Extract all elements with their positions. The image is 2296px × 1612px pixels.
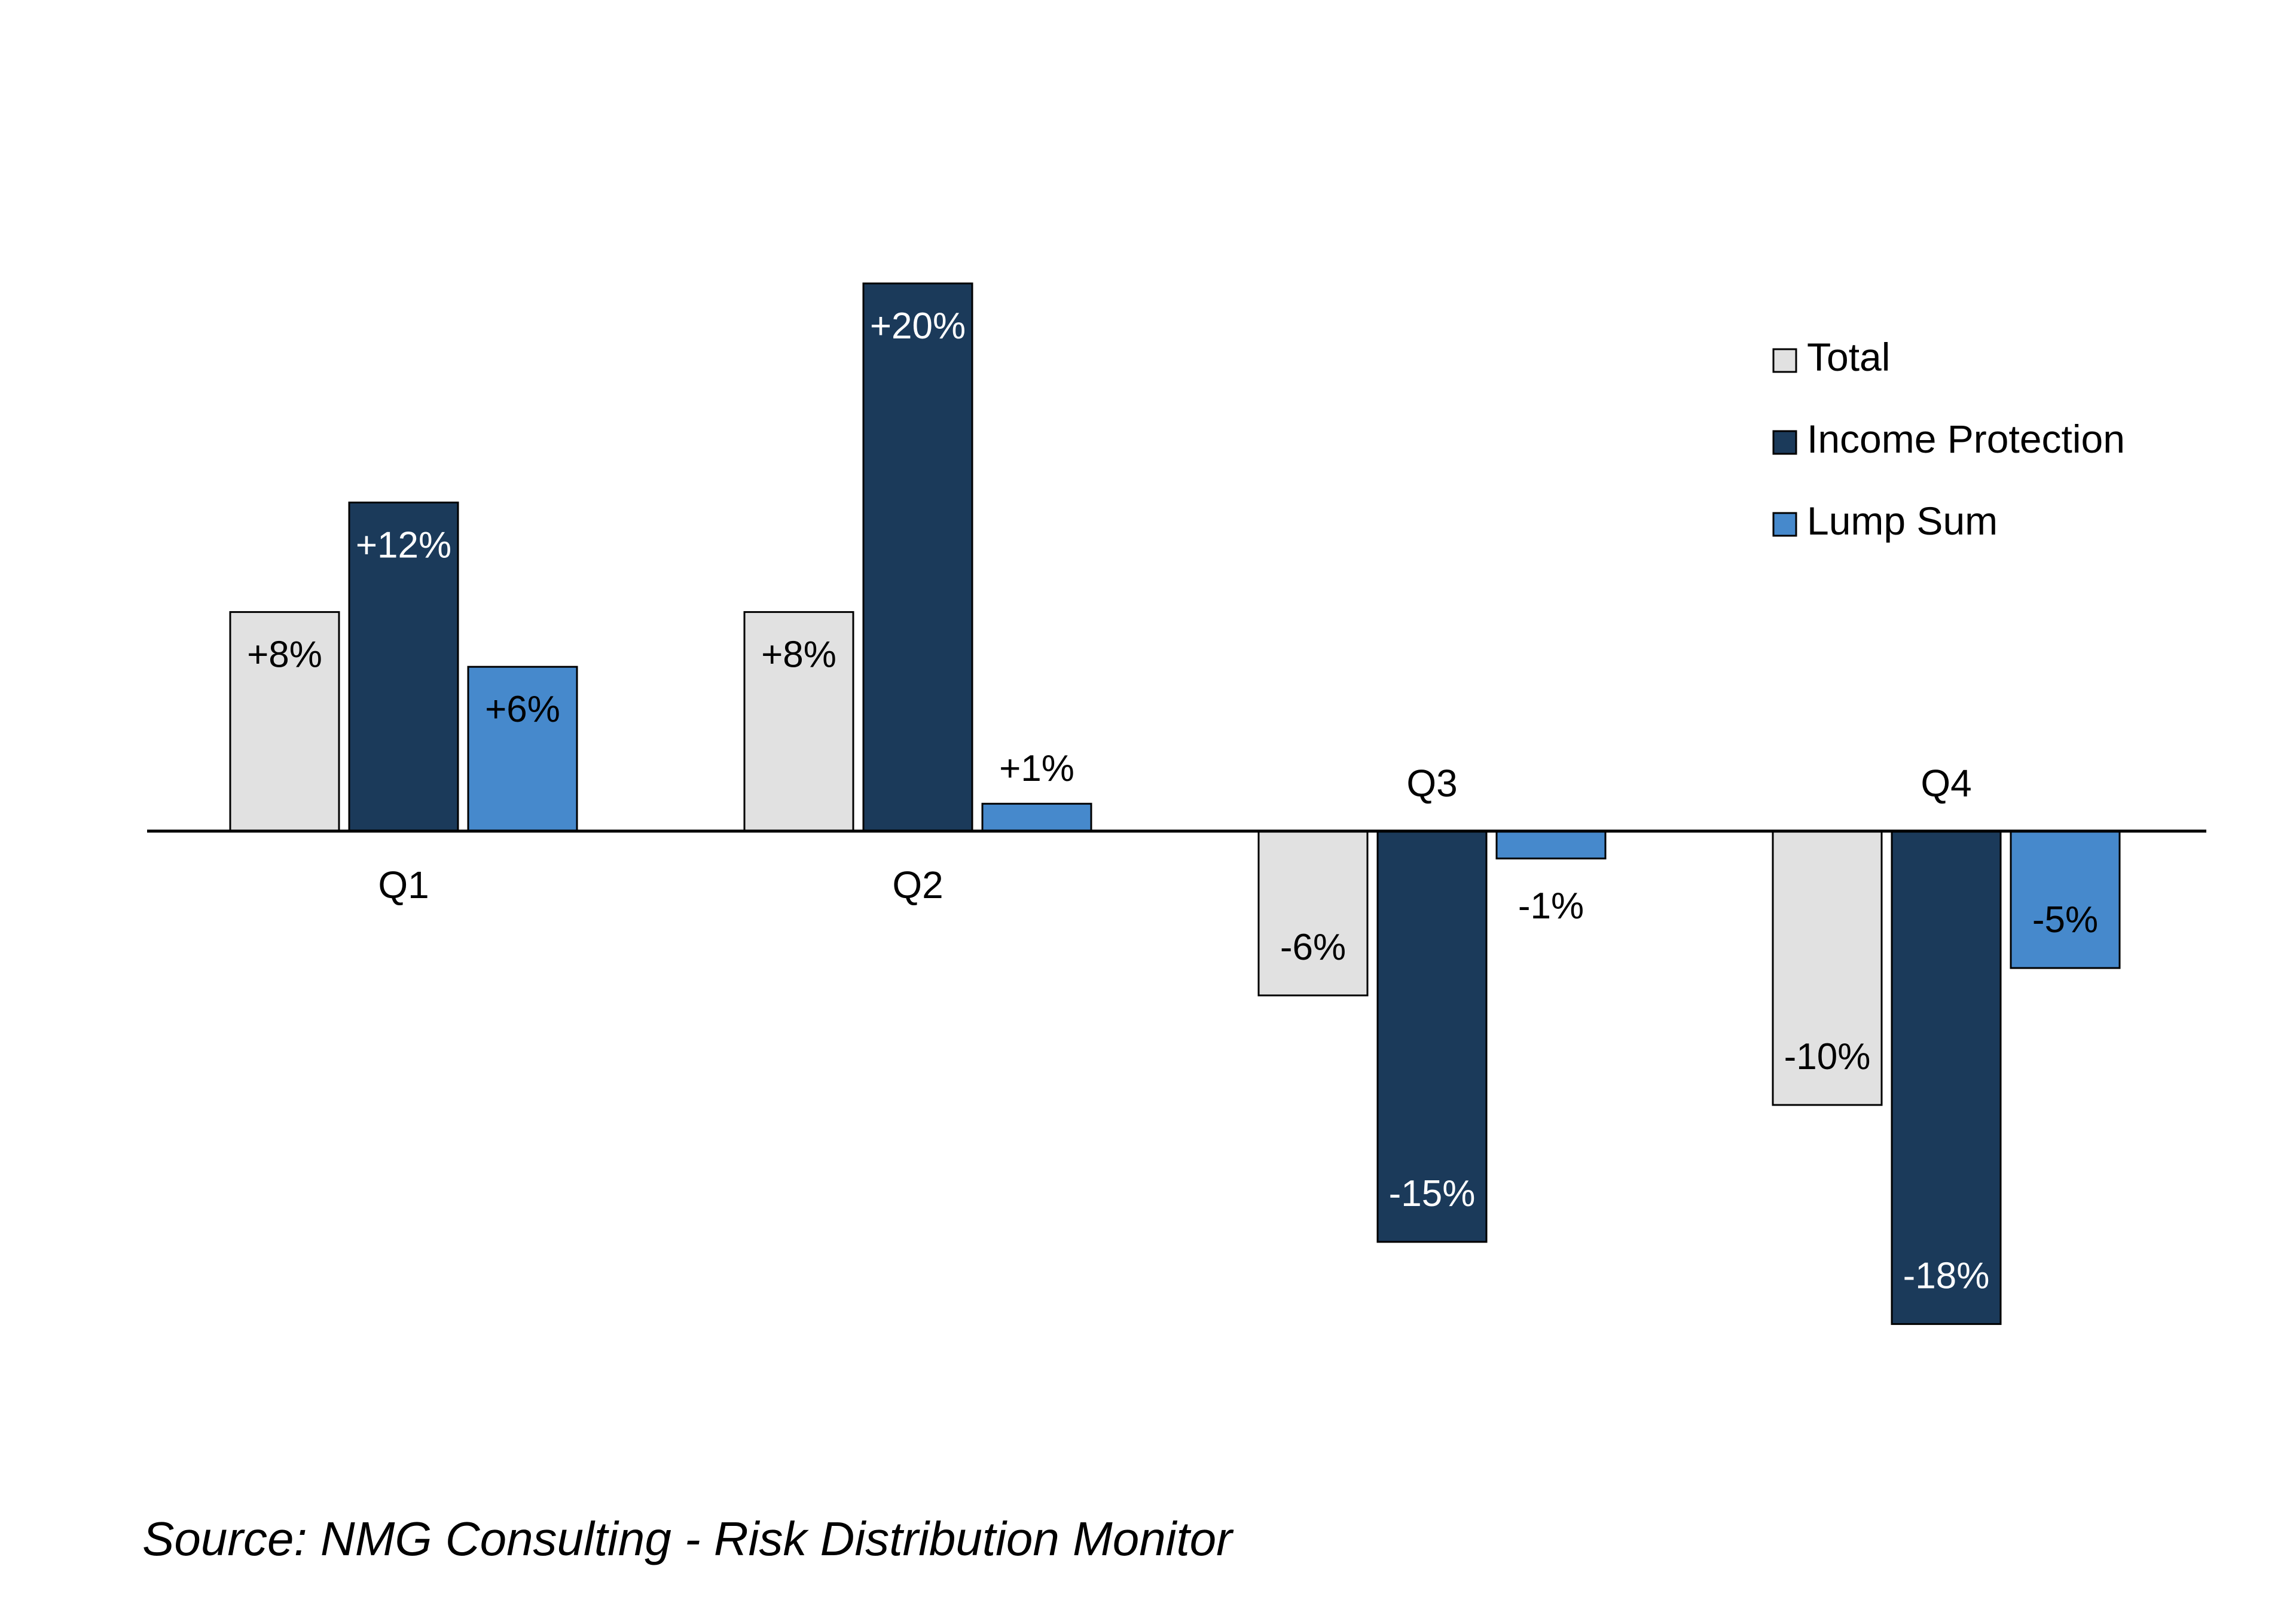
legend-swatch	[1772, 430, 1797, 455]
bar-q1-income-protection	[348, 501, 459, 832]
category-label-q4: Q4	[1921, 762, 1971, 805]
bar-q2-income-protection	[862, 282, 973, 832]
bar-q3-income-protection	[1376, 830, 1488, 1243]
data-label: -15%	[1389, 1173, 1476, 1214]
bar-q2-total	[743, 611, 854, 832]
category-label-q3: Q3	[1406, 762, 1457, 805]
data-label: -6%	[1280, 927, 1346, 968]
data-label: -1%	[1518, 886, 1584, 927]
category-label-q2: Q2	[892, 863, 943, 906]
bar-q4-income-protection	[1891, 830, 2002, 1325]
legend-swatch	[1772, 512, 1797, 537]
data-label: +20%	[870, 306, 966, 347]
data-label: -10%	[1784, 1036, 1871, 1077]
bar-q1-total	[229, 611, 340, 832]
data-label: +12%	[356, 524, 451, 566]
source-note: Source: NMG Consulting - Risk Distributi…	[142, 1512, 1232, 1565]
data-label: +1%	[999, 748, 1074, 789]
bar-q3-total	[1257, 830, 1369, 997]
bar-q1-lump-sum	[467, 665, 578, 832]
bar-q4-total	[1772, 830, 1883, 1106]
data-label: +6%	[485, 689, 560, 730]
legend-label: Income Protection	[1807, 417, 2125, 461]
legend-label: Total	[1807, 335, 1890, 379]
data-label: -18%	[1903, 1255, 1990, 1296]
legend-swatch	[1772, 348, 1797, 373]
bar-q3-lump-sum	[1495, 830, 1607, 860]
category-label-q1: Q1	[378, 863, 429, 906]
data-label: +8%	[761, 634, 836, 676]
bars-layer	[229, 282, 2121, 1325]
data-label: +8%	[247, 634, 322, 676]
bar-q4-lump-sum	[2010, 830, 2121, 969]
data-label: -5%	[2032, 899, 2098, 941]
legend-label: Lump Sum	[1807, 499, 1998, 543]
bar-q2-lump-sum	[981, 802, 1092, 832]
legend: Total Income Protection Lump Sum	[1772, 335, 2125, 543]
labels-layer: +8% +12% +6% Q1 +8% +20% +1% Q2 -6% -15% -1% Q3 -10%…	[247, 306, 2098, 1296]
